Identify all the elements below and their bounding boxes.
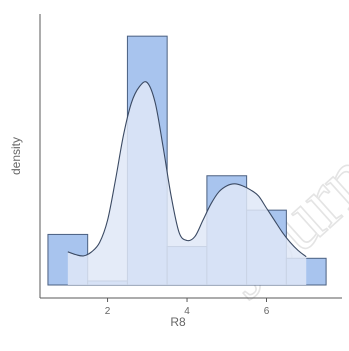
y-axis-title: density <box>9 137 23 175</box>
axes <box>39 14 342 299</box>
x-axis-title: R8 <box>170 315 186 329</box>
density-area <box>67 81 307 285</box>
x-tick-label-6: 6 <box>264 306 270 317</box>
density-curve <box>67 81 307 258</box>
density-layer <box>67 81 307 285</box>
x-ticks: 2 4 6 <box>105 298 270 317</box>
x-tick-label-4: 4 <box>184 306 190 317</box>
x-tick-label-2: 2 <box>105 306 111 317</box>
